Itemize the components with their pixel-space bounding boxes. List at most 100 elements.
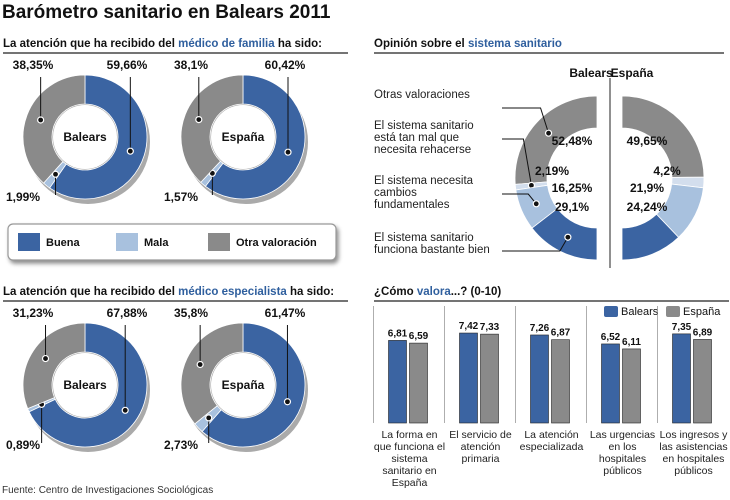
leader-dot (37, 116, 45, 124)
category-label: La forma en que funciona el sistema sani… (373, 429, 446, 489)
legend-swatch (18, 233, 40, 251)
category-label: Las urgencias en los hospitales públicos (589, 429, 656, 477)
legend-label: Buena (46, 237, 81, 249)
legend-label: Otra valoración (236, 237, 317, 249)
value-label: 52,48% (552, 134, 593, 148)
leader-dot (205, 414, 213, 422)
donut-segment (204, 74, 306, 200)
legend-label: España (683, 306, 721, 318)
category-label: Los ingresos y las asistencias en hospit… (659, 429, 728, 477)
leader-dot (51, 170, 60, 178)
donut-label: España (222, 130, 265, 144)
value-label: 59,66% (107, 58, 148, 72)
bar (480, 333, 499, 424)
donut-label: Balears (63, 130, 107, 144)
value-label: 31,23% (13, 306, 54, 320)
value-label: 1,99% (6, 190, 40, 204)
title-part: médico especialista (178, 286, 287, 298)
source: Fuente: Centro de Investigaciones Sociol… (2, 485, 214, 496)
value-label: 60,42% (265, 58, 306, 72)
leader-dot (532, 200, 540, 208)
donut-hole (53, 353, 117, 417)
donut-segment (180, 74, 244, 183)
value-label: 0,89% (6, 438, 40, 452)
leader-dot (196, 360, 204, 369)
donut-hole (211, 105, 275, 169)
category-label: El sistema sanitario funciona bastante b… (374, 232, 490, 256)
value-label: 7,35 (672, 322, 692, 333)
donut-label: España (222, 378, 265, 392)
value-label: 6,52 (601, 332, 621, 343)
legend-label: Mala (144, 237, 169, 249)
half-donut-segment (621, 213, 680, 261)
bar (693, 339, 712, 424)
title-part: La atención que ha recibido del (3, 286, 175, 298)
value-label: 6,11 (622, 337, 641, 348)
bar (530, 334, 549, 424)
legend-swatch (116, 233, 138, 251)
value-label: 24,24% (627, 200, 668, 214)
value-label: 21,9% (630, 181, 664, 195)
bar (459, 332, 478, 424)
legend-swatch (604, 306, 618, 317)
title-part: Opinión sobre el (374, 38, 465, 50)
value-label: 29,1% (555, 200, 589, 214)
value-label: 49,65% (627, 134, 668, 148)
bar (672, 333, 691, 424)
title-part: ha sido: (277, 38, 322, 50)
donut-label: Balears (63, 378, 107, 392)
leader-line (502, 236, 569, 252)
bar (601, 343, 620, 424)
value-label: 35,8% (174, 306, 208, 320)
title-part: valora (416, 286, 451, 298)
value-label: 16,25% (552, 181, 593, 195)
section-title: La atención que ha recibido del médico de… (3, 38, 322, 50)
category-label: El servicio de atención primaria (449, 429, 512, 465)
value-label: 6,89 (693, 327, 713, 338)
donut-hole (211, 353, 275, 417)
legend-swatch (666, 306, 680, 317)
pie-label: Balears (569, 66, 613, 80)
value-label: 6,81 (388, 328, 408, 339)
legend-label: Balears (621, 306, 659, 318)
donut-segment (22, 74, 86, 184)
value-label: 38,1% (174, 58, 208, 72)
page-title: Barómetro sanitario en Balears 2011 (2, 2, 331, 23)
title-part: médico de familia (178, 38, 275, 50)
value-label: 4,2% (653, 164, 681, 178)
bar (409, 342, 428, 424)
title-part: La atención que ha recibido del (3, 38, 175, 50)
leader-dot (284, 148, 292, 156)
half-donut-segment (531, 207, 598, 261)
category-label: El sistema necesita cambios fundamentale… (374, 175, 474, 211)
bar (622, 348, 641, 424)
leader-line (502, 107, 550, 134)
donut-segment (201, 322, 306, 448)
value-label: 2,73% (164, 438, 198, 452)
value-label: 38,35% (13, 58, 54, 72)
donut-segment (49, 74, 148, 200)
legend-box (7, 223, 337, 261)
value-label: 67,88% (107, 306, 148, 320)
donut-hole (53, 105, 117, 169)
category-label: Otras valoraciones (374, 89, 470, 101)
title-part: sistema sanitario (467, 38, 562, 50)
value-label: 6,59 (409, 331, 429, 342)
leader-dot (544, 129, 553, 137)
donut-segment (180, 322, 244, 425)
bar (551, 339, 570, 424)
leader-dot (41, 354, 50, 363)
bar (388, 340, 407, 424)
donut-segment (28, 322, 148, 448)
category-label: El sistema sanitario está tan mal que ne… (374, 120, 474, 156)
section-title: La atención que ha recibido del médico es… (3, 286, 334, 298)
leader-dot (283, 398, 292, 406)
leader-line (502, 193, 537, 205)
value-label: 7,42 (459, 321, 479, 332)
category-label: La atención especializada (519, 429, 584, 453)
value-label: 7,26 (530, 323, 550, 334)
value-label: 7,33 (480, 322, 500, 333)
legend-swatch (208, 233, 230, 251)
section-title: ¿Cómo valora...? (0-10) (374, 286, 501, 298)
